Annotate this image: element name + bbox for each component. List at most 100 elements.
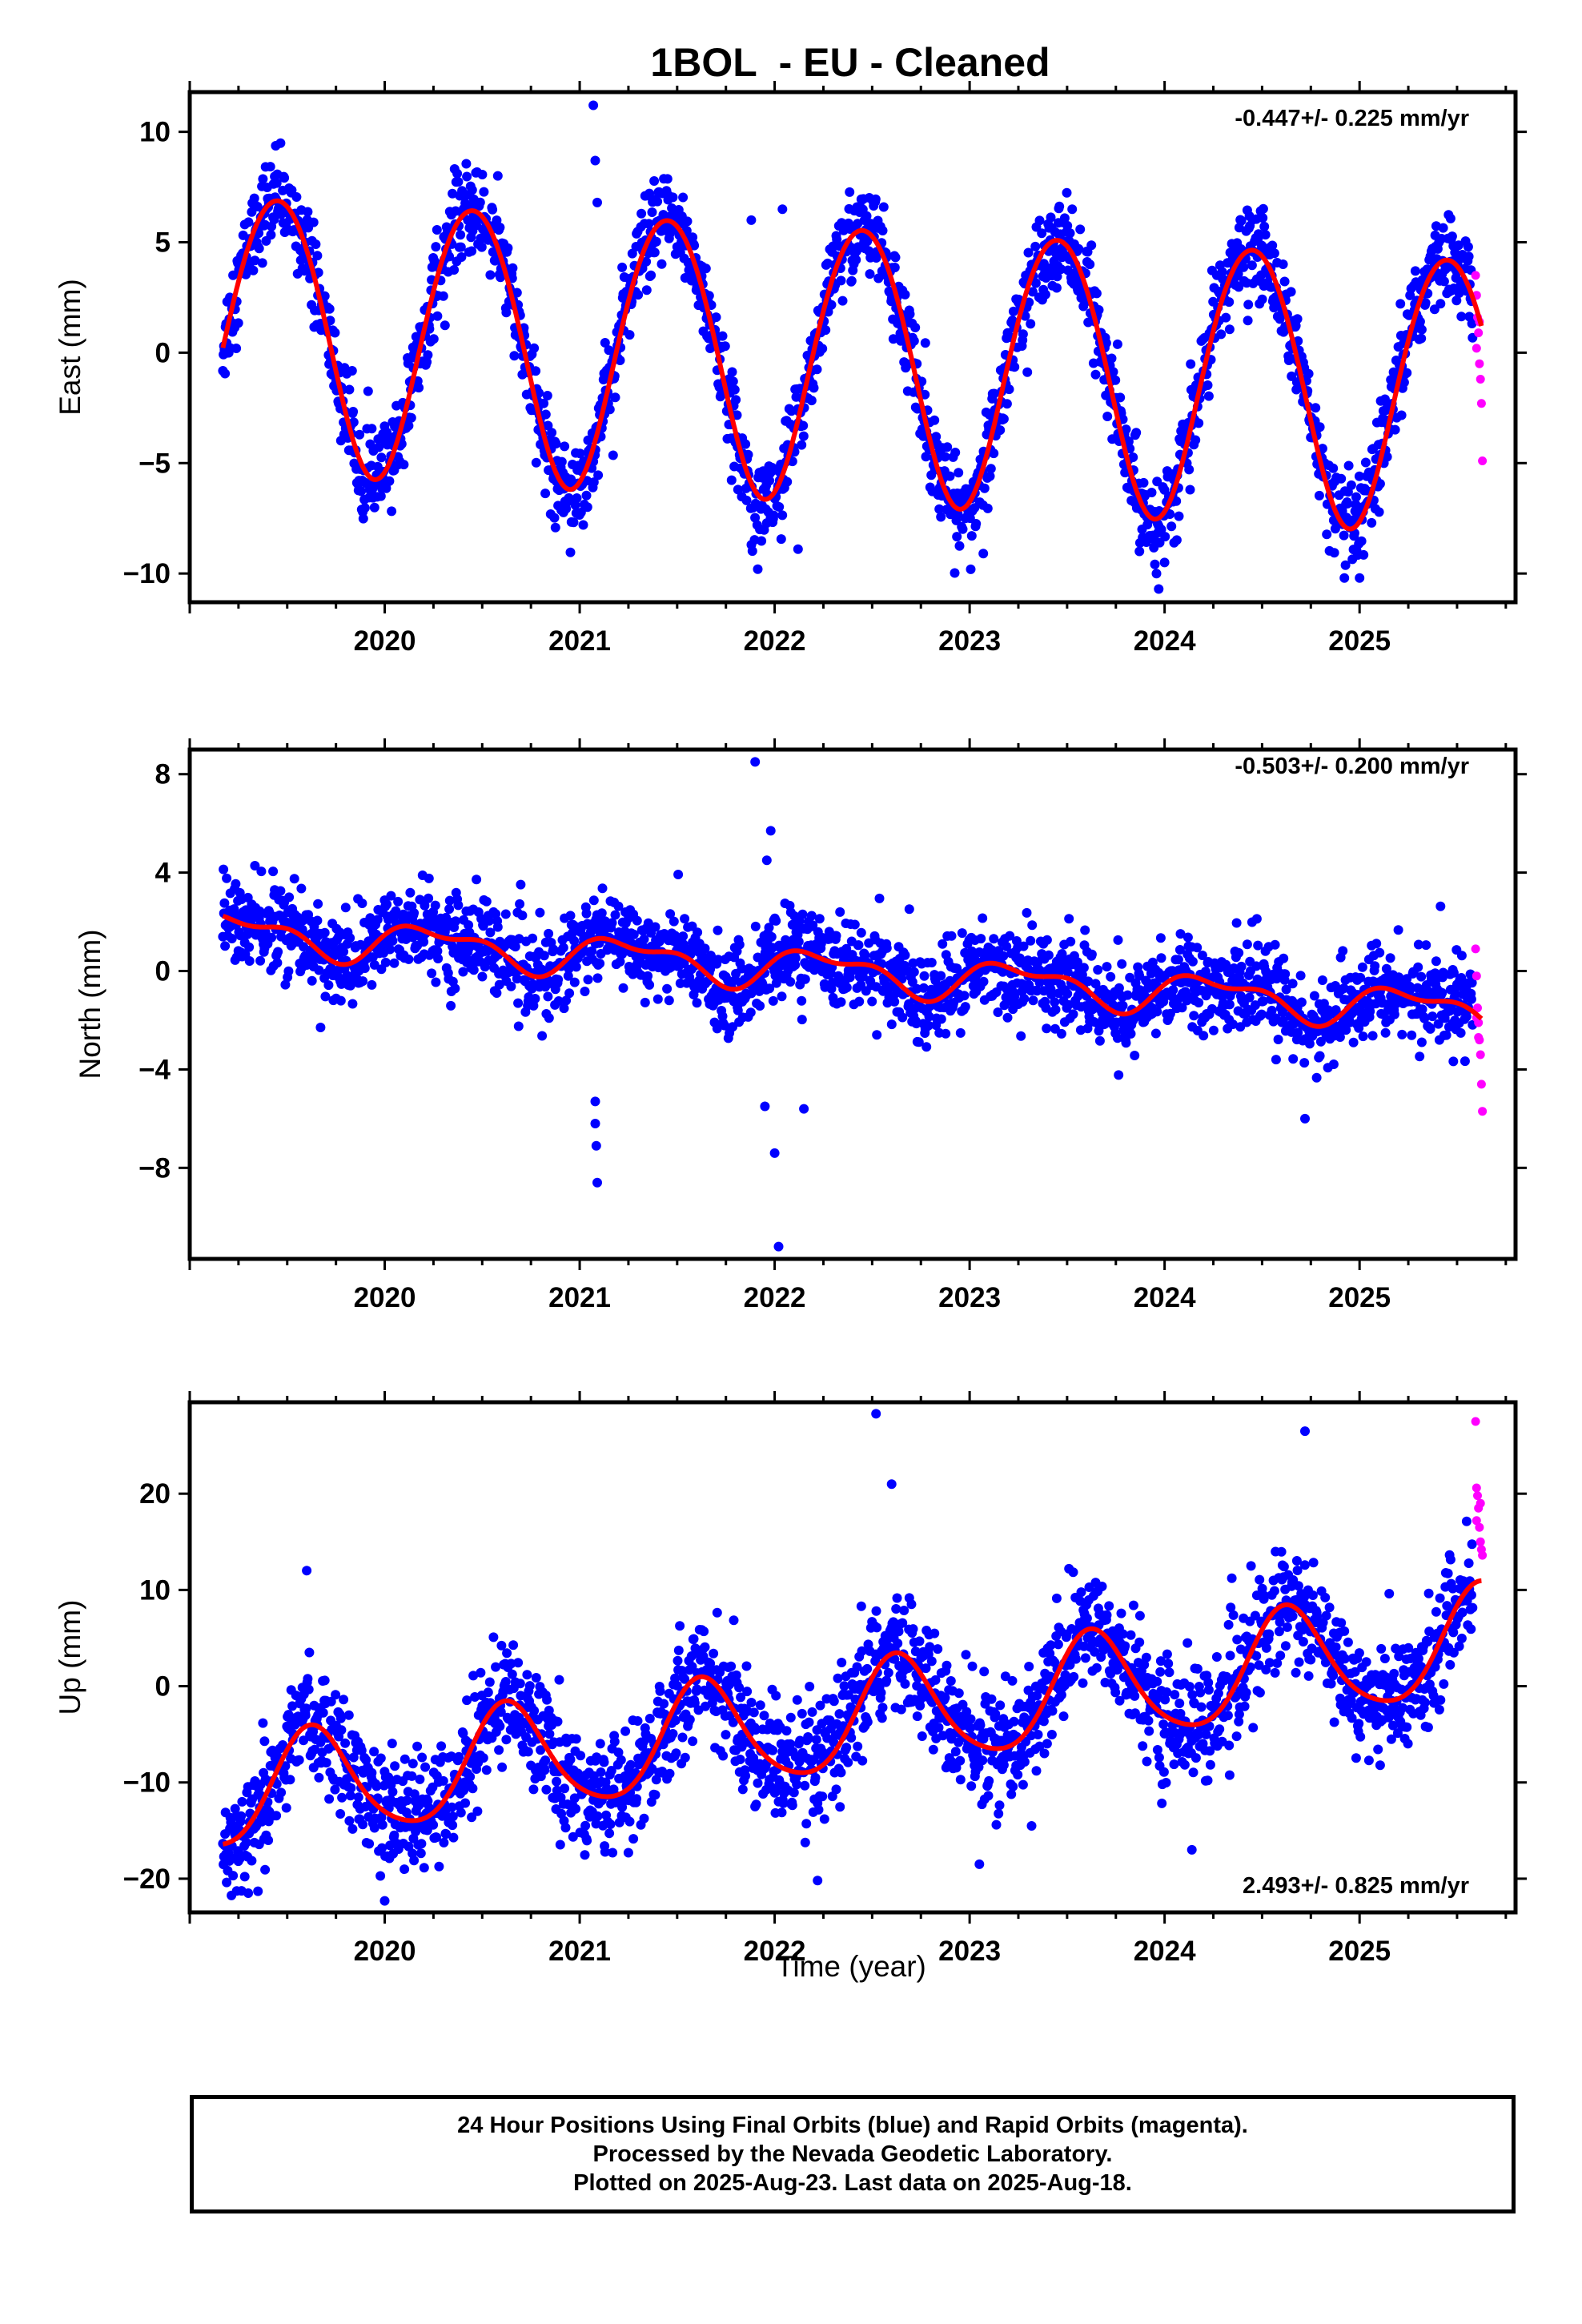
final-point (324, 1794, 335, 1804)
final-point (851, 255, 861, 265)
final-point (231, 344, 242, 353)
final-point (817, 344, 828, 354)
final-point (458, 967, 468, 977)
final-point (1271, 1055, 1281, 1065)
final-point (728, 376, 738, 387)
final-point (530, 994, 540, 1003)
final-point (476, 1667, 486, 1678)
final-point (409, 908, 420, 919)
final-point (701, 263, 711, 274)
final-point (910, 323, 921, 332)
final-point (346, 1783, 356, 1793)
final-point (247, 1856, 257, 1866)
final-point (1415, 316, 1425, 327)
final-point (1023, 247, 1034, 258)
final-point (1002, 941, 1012, 951)
final-point (303, 1674, 313, 1684)
final-point (377, 1819, 387, 1830)
final-point (422, 357, 432, 367)
final-point (431, 242, 441, 252)
up-data-layer (218, 1409, 1488, 1906)
final-point (1456, 1027, 1466, 1038)
final-point (583, 975, 593, 985)
final-point (478, 1753, 488, 1763)
final-point (416, 1848, 426, 1859)
final-point (484, 915, 495, 926)
final-point (385, 944, 396, 955)
final-point (745, 1007, 756, 1018)
final-point (231, 879, 241, 889)
final-point (1185, 485, 1195, 495)
final-point (1062, 220, 1073, 231)
final-point (766, 931, 777, 942)
final-point (1311, 403, 1321, 413)
final-point (423, 350, 433, 360)
final-point (821, 325, 831, 336)
final-point (596, 908, 607, 919)
final-point (1358, 1031, 1368, 1042)
final-point (319, 1675, 330, 1686)
final-point (1171, 535, 1182, 545)
final-point (1020, 311, 1030, 321)
final-point (424, 893, 434, 903)
final-point (757, 536, 767, 546)
final-point (1258, 213, 1268, 223)
final-point (485, 270, 496, 280)
final-point (1074, 243, 1084, 254)
final-point (846, 275, 857, 286)
final-point (1002, 1012, 1013, 1023)
final-point (874, 893, 885, 903)
final-point (467, 246, 477, 256)
final-point (836, 997, 846, 1007)
final-point (465, 1771, 476, 1782)
final-point (569, 977, 580, 987)
final-point (364, 1839, 375, 1849)
rapid-point (1478, 456, 1488, 465)
final-point (456, 242, 466, 252)
final-point (900, 950, 910, 960)
final-point (904, 904, 914, 915)
final-point (873, 273, 884, 283)
final-point (1117, 959, 1127, 969)
x-tick-label: 2025 (1328, 1282, 1391, 1313)
y-tick-label: −5 (139, 448, 171, 479)
east-plot-frame (187, 90, 1518, 605)
final-point (390, 1761, 400, 1771)
final-point (1027, 920, 1038, 931)
final-point (971, 519, 982, 529)
final-point (580, 987, 590, 996)
final-point (1258, 203, 1268, 214)
final-point (1165, 509, 1175, 519)
final-point (793, 936, 804, 947)
final-point (1002, 399, 1012, 409)
final-point (515, 899, 525, 909)
final-point (1466, 994, 1476, 1004)
final-point (639, 934, 649, 944)
final-point (375, 1871, 386, 1881)
final-point (615, 356, 625, 365)
north-y-axis-title: North (mm) (74, 929, 106, 1079)
final-point (344, 384, 355, 395)
final-point (550, 522, 560, 533)
final-point (955, 1027, 966, 1038)
up-final-orbit-series (218, 1409, 1478, 1906)
final-point (1063, 999, 1074, 1010)
final-point (1288, 1054, 1299, 1064)
final-point (376, 452, 387, 463)
x-tick-label: 2023 (938, 625, 1001, 657)
final-point (1182, 932, 1193, 943)
final-point (1078, 963, 1089, 973)
final-point (369, 959, 379, 970)
final-point (271, 1811, 282, 1821)
final-point (416, 1839, 427, 1849)
final-point (1257, 294, 1267, 304)
final-point (750, 513, 761, 523)
final-point (1273, 1035, 1283, 1044)
final-point (1043, 950, 1054, 960)
final-point (952, 963, 962, 974)
final-point (669, 916, 679, 927)
final-point (540, 409, 551, 420)
final-point (1026, 935, 1036, 946)
final-point (610, 392, 620, 403)
final-point (578, 520, 588, 530)
